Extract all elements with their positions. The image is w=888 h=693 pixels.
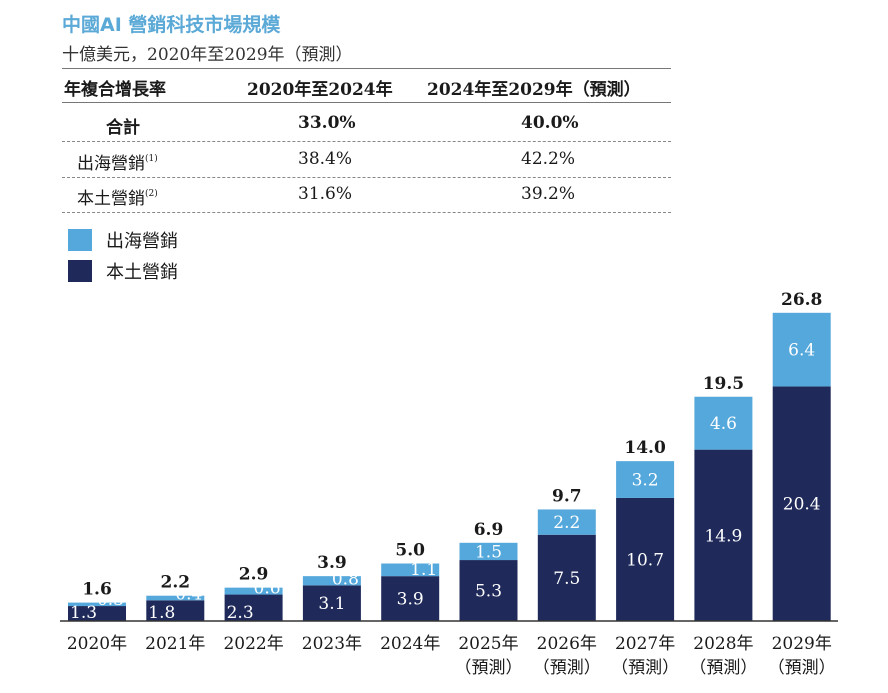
bar-overseas — [616, 461, 675, 498]
x-tick-label: 2023年 — [302, 634, 362, 654]
legend-item-domestic: 本土營銷 — [68, 260, 178, 283]
row-overseas-label: 出海營銷(1) — [77, 154, 158, 174]
x-tick-label: 2024年 — [380, 634, 440, 654]
x-tick-label: 2028年 — [693, 634, 753, 654]
data-label-overseas: 0.8 — [332, 569, 359, 589]
data-label-total: 2.9 — [239, 565, 269, 585]
bar-domestic — [459, 560, 518, 621]
table-row-divider — [62, 177, 671, 178]
data-label-domestic: 2.3 — [227, 603, 254, 623]
bar-overseas — [694, 396, 753, 450]
x-tick-label: 2027年 — [615, 634, 675, 654]
bar-domestic — [146, 600, 205, 621]
bar-domestic — [694, 449, 753, 621]
row-domestic-value-2: 39.2% — [521, 184, 576, 204]
data-label-domestic: 7.5 — [553, 569, 580, 589]
row-overseas-value-2: 42.2% — [521, 149, 576, 169]
data-label-total: 9.7 — [552, 486, 582, 506]
data-label-overseas: 4.6 — [710, 414, 737, 434]
bar-overseas — [146, 595, 205, 601]
row-total-value-1: 33.0% — [298, 113, 356, 133]
bar-domestic — [302, 585, 361, 621]
bar-overseas — [68, 602, 126, 607]
data-label-total: 1.6 — [82, 580, 112, 600]
data-label-overseas: 0.3 — [97, 590, 124, 610]
data-label-domestic: 20.4 — [783, 495, 821, 515]
x-tick-label: 2022年 — [223, 634, 283, 654]
bar-overseas — [459, 542, 518, 561]
table-header-label: 年複合增長率 — [64, 80, 166, 100]
data-label-total: 14.0 — [624, 438, 666, 458]
data-label-total: 26.8 — [781, 290, 822, 310]
table-bottom-rule — [62, 212, 671, 213]
bar-overseas — [537, 509, 596, 535]
x-tick-label: 2029年 — [772, 634, 832, 654]
bar-domestic — [616, 497, 675, 621]
legend-label-overseas: 出海營銷 — [106, 231, 178, 252]
data-label-total: 3.9 — [317, 553, 347, 573]
bar-domestic — [381, 576, 440, 621]
data-label-overseas: 1.1 — [410, 560, 437, 580]
data-label-domestic: 1.8 — [148, 603, 175, 623]
bar-domestic — [537, 534, 596, 621]
chart-subtitle: 十億美元，2020年至2029年（預測） — [62, 45, 353, 65]
row-domestic-label: 本土營銷(2) — [77, 189, 158, 209]
bar-overseas — [772, 312, 831, 387]
data-label-overseas: 2.2 — [553, 513, 580, 533]
row-overseas-value-1: 38.4% — [298, 149, 353, 169]
data-label-domestic: 1.3 — [70, 603, 97, 623]
legend-label-domestic: 本土營銷 — [106, 262, 178, 283]
data-label-overseas: 6.4 — [788, 341, 815, 361]
legend-swatch-overseas — [68, 229, 92, 251]
x-tick-label: 2026年 — [537, 634, 597, 654]
footnote-2: (2) — [145, 189, 158, 199]
data-label-domestic: 14.9 — [704, 526, 742, 546]
data-label-total: 19.5 — [703, 374, 744, 394]
x-tick-label: （預測） — [689, 658, 757, 678]
row-total-label: 合計 — [106, 118, 140, 138]
x-tick-label: 2025年 — [458, 634, 518, 654]
data-label-total: 6.9 — [474, 520, 504, 540]
table-header-rule — [62, 102, 671, 103]
table-header-period-1: 2020年至2024年 — [247, 80, 393, 100]
x-tick-label: （預測） — [768, 658, 836, 678]
data-label-overseas: 1.5 — [475, 542, 502, 562]
table-top-rule — [62, 68, 671, 69]
x-tick-label: （預測） — [455, 658, 523, 678]
footnote-1: (1) — [145, 154, 158, 164]
row-domestic-value-1: 31.6% — [298, 184, 353, 204]
legend-swatch-domestic — [68, 260, 92, 282]
x-tick-label: （預測） — [533, 658, 601, 678]
bar-overseas — [302, 576, 361, 586]
row-total-value-2: 40.0% — [521, 113, 579, 133]
x-tick-label: 2021年 — [145, 634, 205, 654]
bar-overseas — [381, 563, 440, 577]
data-label-domestic: 5.3 — [475, 582, 502, 602]
x-tick-label: 2020年 — [67, 634, 127, 654]
bar-overseas — [224, 587, 283, 595]
data-label-overseas: 3.2 — [632, 471, 659, 491]
data-label-overseas: 0.6 — [254, 579, 281, 599]
data-label-domestic: 10.7 — [626, 550, 664, 570]
x-tick-label: （預測） — [611, 658, 679, 678]
data-label-total: 5.0 — [395, 541, 425, 561]
bar-domestic — [772, 386, 831, 621]
table-header-period-2: 2024年至2029年（預測） — [427, 80, 641, 100]
table-row-divider — [62, 141, 671, 142]
data-label-overseas: 0.4 — [175, 584, 202, 604]
data-label-domestic: 3.9 — [397, 590, 424, 610]
bar-domestic — [224, 594, 283, 621]
data-label-domestic: 3.1 — [318, 594, 345, 614]
legend-item-overseas: 出海營銷 — [68, 229, 178, 252]
chart-title: 中國AI 營銷科技市場規模 — [62, 14, 281, 36]
data-label-total: 2.2 — [161, 573, 191, 593]
bar-domestic — [68, 606, 126, 621]
